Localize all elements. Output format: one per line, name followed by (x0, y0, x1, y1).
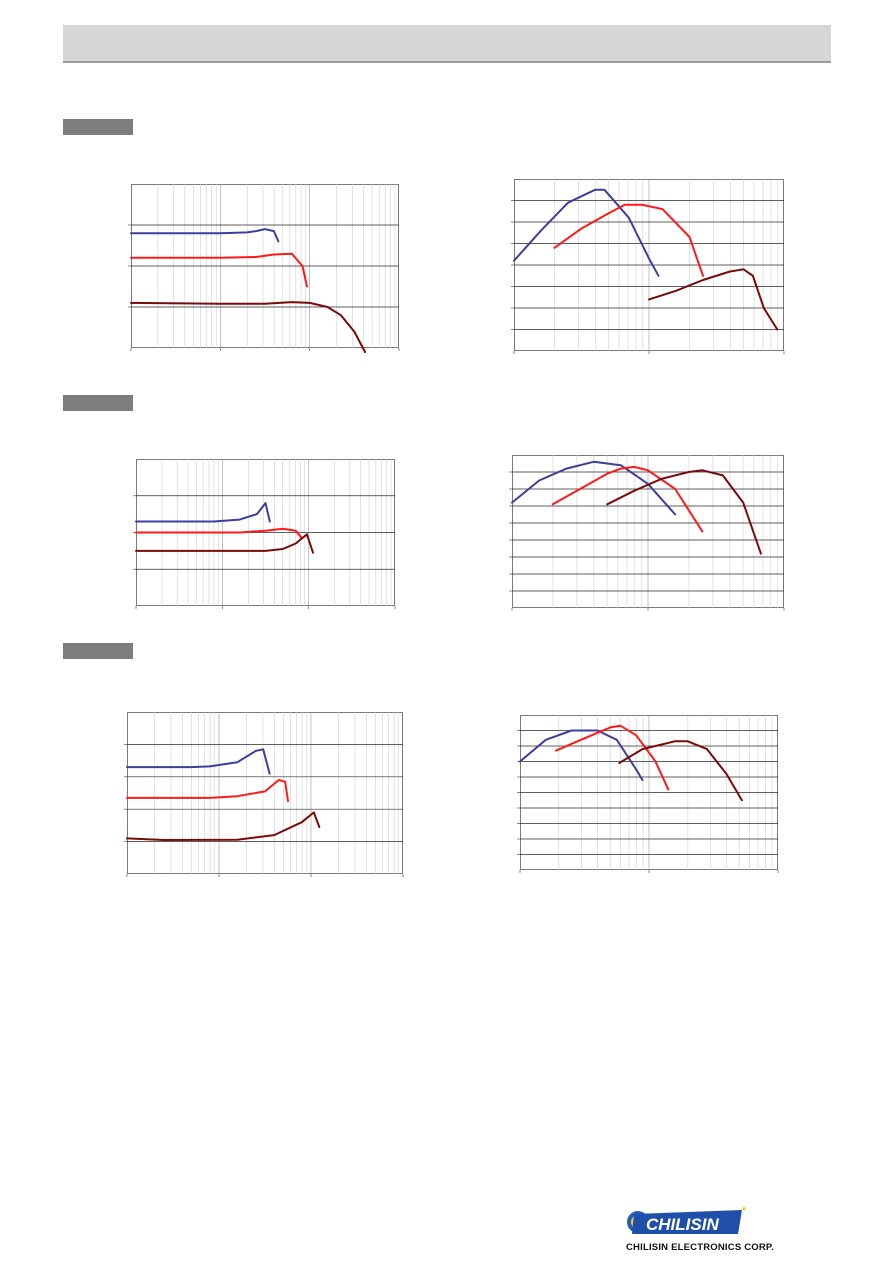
series-line-1 (135, 502, 271, 523)
series-line-2 (551, 465, 704, 533)
section-tag-2 (63, 395, 133, 411)
page-header-bar (63, 25, 831, 63)
chart-section2-left (133, 459, 396, 609)
series-line-1 (513, 188, 660, 277)
company-logo: CHILISIN CHILISIN ELECTRONICS CORP. (626, 1204, 776, 1256)
chilisin-logo-icon: CHILISIN (627, 1206, 746, 1234)
series-line-3 (648, 268, 779, 331)
series-line-2 (130, 252, 308, 288)
chart-section1-left (128, 184, 400, 354)
series-line-2 (555, 724, 670, 791)
series-line-1 (130, 228, 280, 243)
chart-section3-right (517, 715, 779, 873)
series-line-1 (126, 748, 271, 775)
plot-frame (127, 712, 403, 874)
section-tag-3 (63, 643, 133, 659)
series-line-3 (135, 533, 314, 554)
series-line-3 (130, 301, 367, 354)
series-line-3 (618, 740, 743, 802)
series-line-3 (126, 811, 321, 841)
chart-section3-left (124, 712, 404, 877)
chart-section2-right (509, 455, 785, 611)
brand-wordmark: CHILISIN (646, 1215, 719, 1234)
series-line-3 (606, 469, 762, 555)
chart-section1-right (511, 179, 785, 354)
series-line-2 (135, 527, 303, 539)
series-line-1 (519, 729, 644, 782)
section-tag-1 (63, 119, 133, 135)
series-line-2 (553, 203, 704, 277)
company-name: CHILISIN ELECTRONICS CORP. (626, 1242, 775, 1253)
series-line-2 (126, 779, 289, 803)
